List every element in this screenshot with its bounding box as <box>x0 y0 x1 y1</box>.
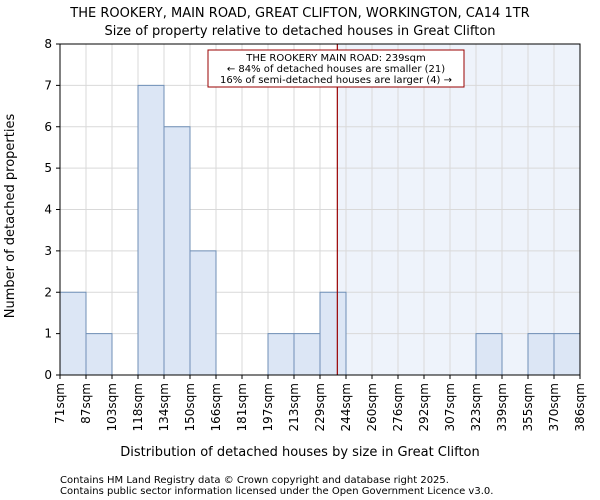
x-tick-label: 103sqm <box>105 383 119 431</box>
x-tick-label: 276sqm <box>391 383 405 431</box>
annotation-frame <box>207 49 465 88</box>
x-tick-label: 339sqm <box>495 383 509 431</box>
bars-layer <box>59 84 581 376</box>
bar-370sqm <box>553 333 581 376</box>
x-tick-label: 71sqm <box>53 383 67 424</box>
annotation-box: THE ROOKERY MAIN ROAD: 239sqm ← 84% of d… <box>207 49 465 88</box>
x-tick-label: 244sqm <box>339 383 353 431</box>
y-tick-label: 3 <box>44 244 52 258</box>
y-tick-label: 0 <box>44 368 52 382</box>
bar-355sqm <box>527 333 555 376</box>
bar-150sqm <box>189 250 217 376</box>
x-tick-label: 370sqm <box>547 383 561 431</box>
bar-229sqm <box>319 291 347 376</box>
x-tick-label: 386sqm <box>573 383 587 431</box>
x-tick-label: 197sqm <box>261 383 275 431</box>
y-tick-label: 4 <box>44 203 52 217</box>
bar-213sqm <box>293 333 321 376</box>
y-tick-label: 2 <box>44 285 52 299</box>
bar-71sqm <box>59 291 87 376</box>
y-tick-label: 1 <box>44 327 52 341</box>
x-tick-label: 181sqm <box>235 383 249 431</box>
x-tick-label: 260sqm <box>365 383 379 431</box>
y-tick-label: 8 <box>44 37 52 51</box>
y-tick-label: 5 <box>44 161 52 175</box>
bar-134sqm <box>163 126 191 376</box>
x-tick-label: 118sqm <box>131 383 145 431</box>
x-tick-label: 150sqm <box>183 383 197 431</box>
y-tick-label: 6 <box>44 120 52 134</box>
x-tick-label: 292sqm <box>417 383 431 431</box>
x-tick-label: 229sqm <box>313 383 327 431</box>
annotation-line-1: THE ROOKERY MAIN ROAD: 239sqm <box>245 53 425 64</box>
x-axis-label: Distribution of detached houses by size … <box>120 445 480 460</box>
footer-line-2: Contains public sector information licen… <box>60 486 493 497</box>
y-axis-ticks: 0 1 2 3 4 5 6 7 8 <box>44 37 60 382</box>
x-tick-label: 307sqm <box>443 383 457 431</box>
bar-118sqm <box>137 84 165 376</box>
annotation-line-3: 16% of semi-detached houses are larger (… <box>220 75 452 86</box>
x-tick-label: 134sqm <box>157 383 171 431</box>
chart-subtitle: Size of property relative to detached ho… <box>104 24 495 39</box>
x-tick-label: 323sqm <box>469 383 483 431</box>
x-tick-label: 87sqm <box>79 383 93 424</box>
bar-87sqm <box>85 333 113 376</box>
x-tick-label: 213sqm <box>287 383 301 431</box>
annotation-line-2: ← 84% of detached houses are smaller (21… <box>227 64 445 75</box>
y-tick-label: 7 <box>44 78 52 92</box>
footer-line-1: Contains HM Land Registry data © Crown c… <box>60 475 449 486</box>
x-tick-label: 166sqm <box>209 383 223 431</box>
bar-323sqm <box>475 333 503 376</box>
x-tick-label: 355sqm <box>521 383 535 431</box>
bar-197sqm <box>267 333 295 376</box>
chart-title: THE ROOKERY, MAIN ROAD, GREAT CLIFTON, W… <box>69 6 529 21</box>
y-axis-label: Number of detached properties <box>3 114 18 319</box>
x-axis-ticks: 71sqm 87sqm 103sqm 118sqm 134sqm 150sqm 166sqm… <box>53 375 587 431</box>
